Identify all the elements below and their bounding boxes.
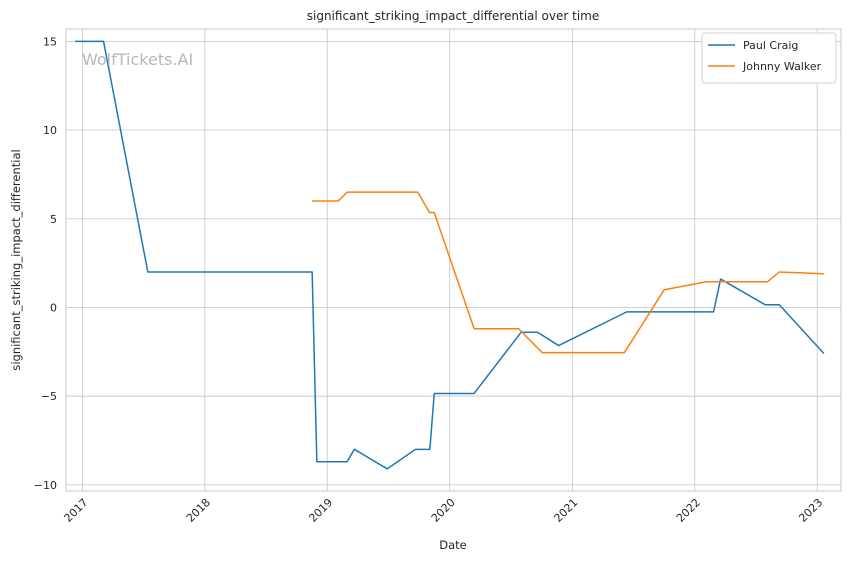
y-tick-label: −10 xyxy=(34,479,57,492)
y-tick-label: 10 xyxy=(43,124,57,137)
y-tick-label: 15 xyxy=(43,35,57,48)
y-tick-label: 0 xyxy=(50,301,57,314)
watermark-text: WolfTickets.AI xyxy=(82,50,193,69)
y-tick-label: 5 xyxy=(50,213,57,226)
legend: Paul Craig Johnny Walker xyxy=(701,32,837,84)
series-line-paul-craig xyxy=(75,40,825,470)
x-axis-label: Date xyxy=(439,538,467,552)
legend-label-paul-craig: Paul Craig xyxy=(743,39,798,52)
plot-frame xyxy=(65,28,842,492)
series-line-johnny-walker xyxy=(312,191,824,354)
legend-label-johnny-walker: Johnny Walker xyxy=(742,60,822,73)
y-tick-label: −5 xyxy=(41,390,57,403)
grid-lines xyxy=(66,29,841,491)
series-lines xyxy=(75,40,825,470)
legend-box xyxy=(701,32,837,84)
y-axis-label: significant_striking_impact_differential xyxy=(9,149,23,370)
chart-title: significant_striking_impact_differential… xyxy=(307,9,599,23)
